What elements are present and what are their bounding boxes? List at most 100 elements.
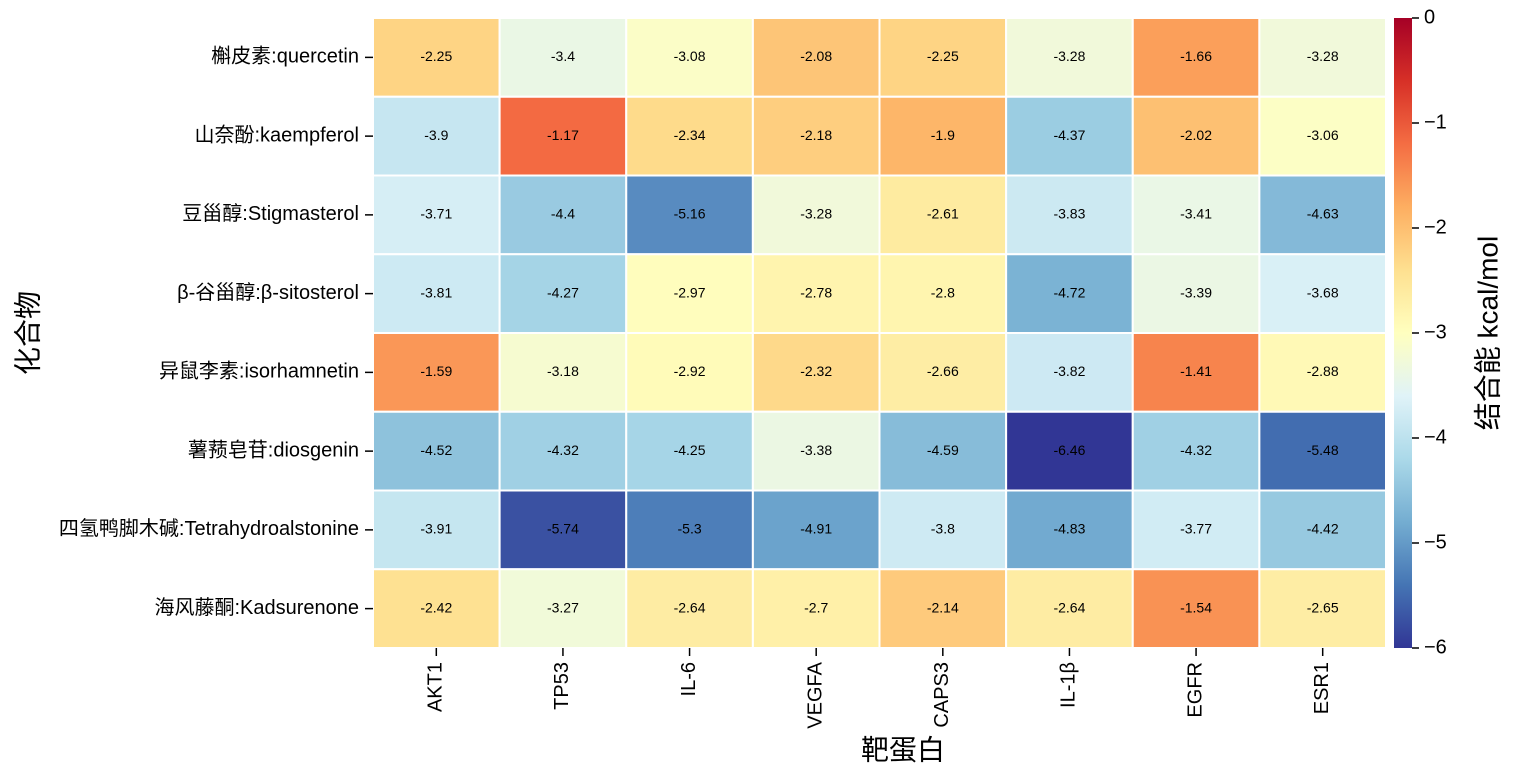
cell-label: -3.39 bbox=[1180, 284, 1212, 300]
cell-label: -2.88 bbox=[1307, 363, 1339, 379]
cell-label: -2.42 bbox=[420, 599, 452, 615]
cell-label: -3.28 bbox=[800, 206, 832, 222]
x-tick-label: ESR1 bbox=[1311, 662, 1333, 714]
heatmap-cell bbox=[498, 174, 628, 256]
x-tick-label: EGFR bbox=[1184, 662, 1206, 718]
heatmap-cell bbox=[1005, 95, 1134, 177]
heatmap-cell bbox=[878, 410, 1008, 492]
heatmap-cell bbox=[372, 17, 501, 98]
colorbar-tick-label: −1 bbox=[1424, 111, 1447, 133]
x-tick-label: IL-1β bbox=[1058, 662, 1080, 708]
cell-label: -3.81 bbox=[420, 284, 452, 300]
colorbar-title: 结合能 kcal/mol bbox=[1472, 236, 1503, 430]
heatmap-cell bbox=[625, 410, 754, 492]
colorbar-tick-label: −3 bbox=[1424, 321, 1447, 343]
cell-label: -3.38 bbox=[800, 442, 832, 458]
cell-label: -4.52 bbox=[420, 442, 452, 458]
heatmap-cell bbox=[625, 17, 754, 98]
cell-label: -5.3 bbox=[678, 521, 702, 537]
cell-label: -2.7 bbox=[804, 599, 828, 615]
cell-label: -2.02 bbox=[1180, 127, 1212, 143]
cell-label: -5.16 bbox=[674, 206, 706, 222]
heatmap-cell bbox=[751, 174, 881, 256]
heatmap-cell bbox=[878, 568, 1008, 649]
cell-label: -3.68 bbox=[1307, 284, 1339, 300]
heatmap-cell bbox=[751, 253, 881, 334]
cell-label: -4.4 bbox=[551, 206, 575, 222]
colorbar-tick-label: −5 bbox=[1424, 531, 1447, 553]
y-tick-label: 豆甾醇:Stigmasterol bbox=[182, 202, 359, 225]
colorbar-tick-label: 0 bbox=[1424, 6, 1435, 28]
cell-label: -2.25 bbox=[927, 48, 959, 64]
heatmap-cell bbox=[1131, 253, 1261, 334]
heatmap-cell bbox=[1258, 568, 1387, 649]
y-axis-title: 化合物 bbox=[12, 291, 43, 375]
cell-label: -3.41 bbox=[1180, 206, 1212, 222]
cell-label: -1.41 bbox=[1180, 363, 1212, 379]
heatmap-cell bbox=[751, 95, 881, 177]
y-tick-label: 海风藤酮:Kadsurenone bbox=[154, 596, 359, 619]
cell-label: -3.77 bbox=[1180, 521, 1212, 537]
heatmap-cell bbox=[1131, 410, 1261, 492]
cell-label: -3.9 bbox=[424, 127, 448, 143]
x-axis-title: 靶蛋白 bbox=[861, 734, 945, 765]
heatmap-cell bbox=[1131, 489, 1261, 571]
x-tick-label: AKT1 bbox=[425, 662, 447, 712]
cell-label: -3.8 bbox=[931, 521, 955, 537]
cell-label: -3.27 bbox=[547, 599, 579, 615]
cell-label: -2.25 bbox=[420, 48, 452, 64]
cell-label: -2.64 bbox=[674, 599, 706, 615]
heatmap-cell bbox=[1005, 174, 1134, 256]
heatmap-cell bbox=[1258, 410, 1387, 492]
cell-label: -1.17 bbox=[547, 127, 579, 143]
y-tick-label: 四氢鸭脚木碱:Tetrahydroalstonine bbox=[59, 517, 359, 540]
cell-label: -3.18 bbox=[547, 363, 579, 379]
x-tick-label: CAPS3 bbox=[931, 662, 953, 728]
cell-label: -6.46 bbox=[1053, 442, 1085, 458]
cell-label: -2.97 bbox=[674, 284, 706, 300]
y-tick-label: β-谷甾醇:β-sitosterol bbox=[177, 281, 359, 304]
cell-label: -4.37 bbox=[1053, 127, 1085, 143]
cell-label: -2.14 bbox=[927, 599, 959, 615]
heatmap-cell bbox=[1005, 17, 1134, 98]
heatmap-cell bbox=[625, 568, 754, 649]
cell-label: -3.28 bbox=[1053, 48, 1085, 64]
heatmap-cell bbox=[1258, 174, 1387, 256]
cell-label: -2.65 bbox=[1307, 599, 1339, 615]
cell-label: -3.28 bbox=[1307, 48, 1339, 64]
cell-label: -1.66 bbox=[1180, 48, 1212, 64]
cell-label: -2.34 bbox=[674, 127, 706, 143]
cell-label: -2.32 bbox=[800, 363, 832, 379]
cell-label: -4.83 bbox=[1053, 521, 1085, 537]
cell-label: -1.59 bbox=[420, 363, 452, 379]
cell-label: -5.74 bbox=[547, 521, 579, 537]
heatmap-cell bbox=[1131, 174, 1261, 256]
heatmap-cell bbox=[1005, 410, 1134, 492]
cell-label: -4.72 bbox=[1053, 284, 1085, 300]
cell-label: -3.06 bbox=[1307, 127, 1339, 143]
cell-label: -4.32 bbox=[1180, 442, 1212, 458]
cell-label: -3.83 bbox=[1053, 206, 1085, 222]
cell-label: -3.91 bbox=[420, 521, 452, 537]
cell-label: -4.25 bbox=[674, 442, 706, 458]
heatmap-cell bbox=[498, 489, 628, 571]
cell-label: -2.92 bbox=[674, 363, 706, 379]
colorbar-tick-label: −6 bbox=[1424, 636, 1447, 658]
cell-label: -3.08 bbox=[674, 48, 706, 64]
cell-label: -2.08 bbox=[800, 48, 832, 64]
cell-label: -3.82 bbox=[1053, 363, 1085, 379]
heatmap-cell bbox=[625, 174, 754, 256]
heatmap-cell bbox=[1258, 95, 1387, 177]
cell-label: -2.66 bbox=[927, 363, 959, 379]
y-tick-label: 薯蓣皂苷:diosgenin bbox=[188, 438, 359, 461]
cell-label: -2.18 bbox=[800, 127, 832, 143]
cell-label: -4.91 bbox=[800, 521, 832, 537]
cell-label: -4.27 bbox=[547, 284, 579, 300]
cell-label: -5.48 bbox=[1307, 442, 1339, 458]
cell-label: -4.32 bbox=[547, 442, 579, 458]
heatmap-cell bbox=[498, 17, 628, 98]
cell-label: -2.61 bbox=[927, 206, 959, 222]
y-tick-label: 山奈酚:kaempferol bbox=[195, 123, 360, 146]
heatmap-cell bbox=[878, 174, 1008, 256]
